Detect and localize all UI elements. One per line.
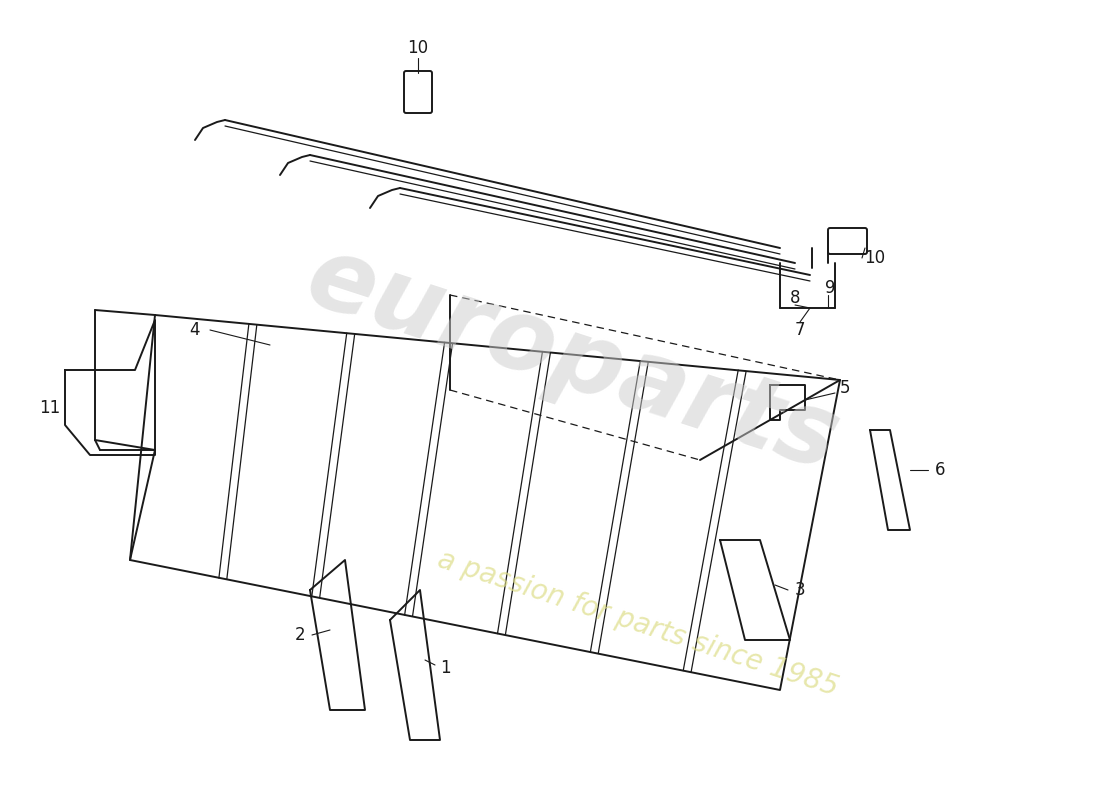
Text: 1: 1 (440, 659, 450, 677)
Text: 8: 8 (790, 289, 801, 307)
Text: 2: 2 (295, 626, 306, 644)
Text: 5: 5 (839, 379, 850, 397)
Text: a passion for parts since 1985: a passion for parts since 1985 (434, 546, 842, 702)
Text: 4: 4 (189, 321, 200, 339)
Text: 10: 10 (865, 249, 886, 267)
FancyBboxPatch shape (404, 71, 432, 113)
Text: europarts: europarts (294, 229, 850, 491)
Text: 11: 11 (40, 399, 60, 417)
FancyBboxPatch shape (828, 228, 867, 254)
Text: 7: 7 (794, 321, 805, 339)
Text: 10: 10 (407, 39, 429, 57)
Text: 9: 9 (825, 279, 835, 297)
Text: 3: 3 (794, 581, 805, 599)
Text: 6: 6 (935, 461, 945, 479)
